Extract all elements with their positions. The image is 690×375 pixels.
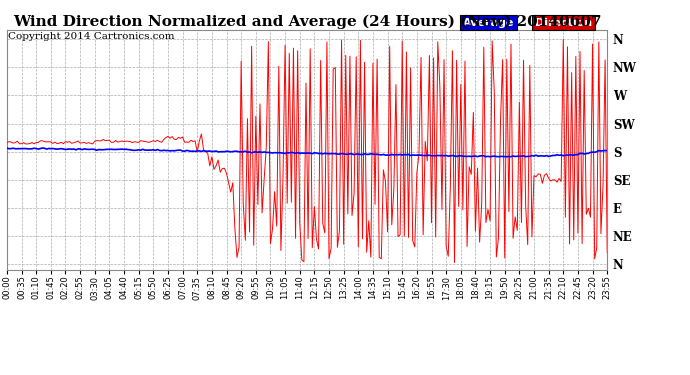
Text: Copyright 2014 Cartronics.com: Copyright 2014 Cartronics.com (8, 32, 175, 41)
Title: Wind Direction Normalized and Average (24 Hours) (New) 20140607: Wind Direction Normalized and Average (2… (13, 15, 601, 29)
Text: Direction: Direction (535, 18, 592, 28)
Text: Average: Average (463, 18, 515, 28)
